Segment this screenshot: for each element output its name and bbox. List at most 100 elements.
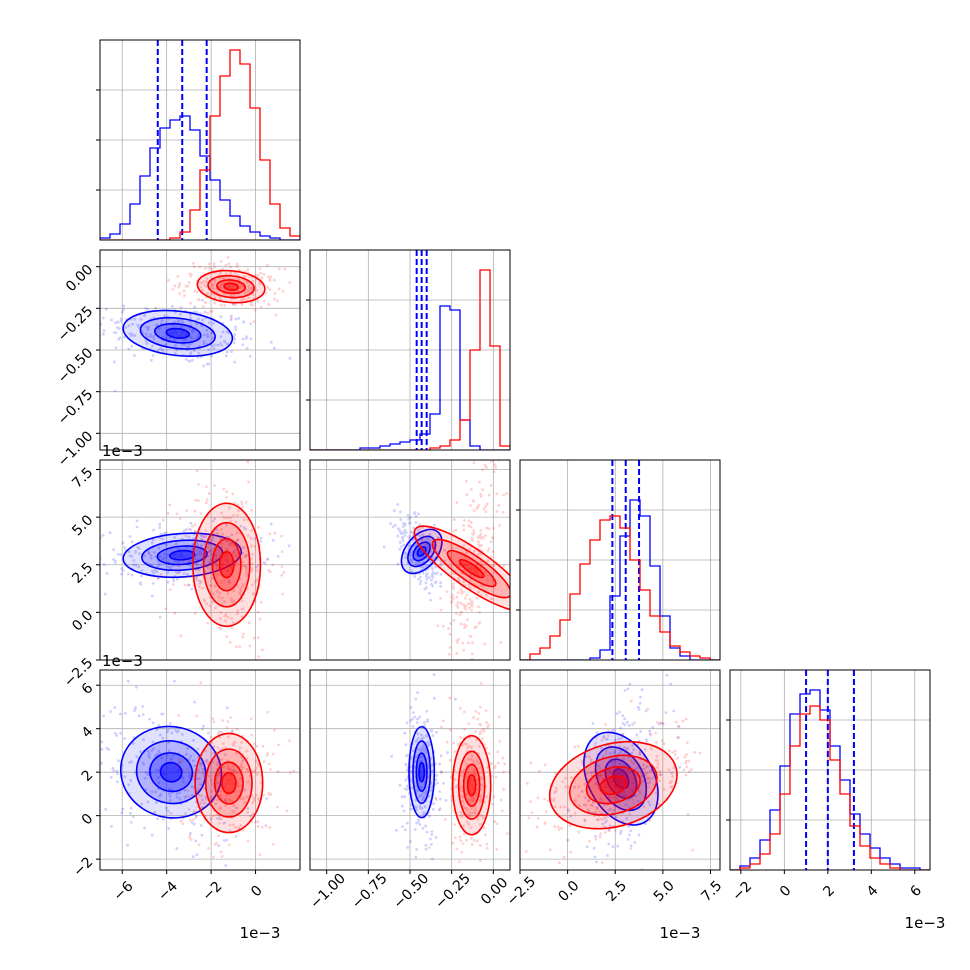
x-tick-label: 5.0 <box>651 878 678 905</box>
contour-line <box>159 761 183 783</box>
y-tick-label: −2 <box>70 854 96 880</box>
panel-frame <box>99 459 301 661</box>
histogram-series-0 <box>520 499 720 660</box>
diag-panel-1 <box>310 250 510 450</box>
contour-line <box>418 761 426 783</box>
density-fill <box>586 766 641 804</box>
contour-line <box>408 725 436 819</box>
y-multiplier-label: 1e−3 <box>102 652 143 670</box>
contour-line <box>149 752 194 793</box>
y-tick-label: 2 <box>79 767 97 785</box>
contour-line <box>122 532 243 579</box>
x-tick-label: −0.50 <box>391 871 433 913</box>
x-tick-label: −0.25 <box>432 871 474 913</box>
x-tick-label: 0.0 <box>556 878 583 905</box>
x-tick-label: −4 <box>155 878 181 904</box>
y-tick-label: −1.00 <box>55 428 97 470</box>
histogram-series-0 <box>310 305 510 450</box>
density-fill <box>166 328 190 339</box>
contour-line <box>141 539 224 572</box>
contour-line <box>415 752 428 793</box>
density-fill <box>195 733 263 833</box>
x-multiplier-label: 1e−3 <box>240 924 281 942</box>
contour-line <box>223 282 240 291</box>
density-fill <box>136 740 206 804</box>
x-tick-label: −2 <box>729 878 755 904</box>
x-tick-label: 7.5 <box>698 878 725 905</box>
histogram-series-1 <box>730 705 930 870</box>
contour-line <box>216 279 247 295</box>
x-tick-label: 4 <box>864 883 882 901</box>
contour-line <box>451 734 492 836</box>
y-tick-label: 6 <box>79 680 97 698</box>
density-fill <box>141 540 223 571</box>
density-fill <box>419 762 425 782</box>
contour-line <box>446 549 497 588</box>
histogram-series-1 <box>310 269 510 450</box>
density-fill <box>149 752 193 792</box>
density-fill <box>157 545 208 565</box>
contour-line <box>466 773 477 797</box>
x-tick-label: 6 <box>907 883 925 901</box>
histogram-series-0 <box>730 689 930 870</box>
density-fill <box>467 774 476 796</box>
density-fill <box>219 551 234 578</box>
contour-line <box>594 746 648 812</box>
density-fill <box>549 741 678 829</box>
contour-line <box>196 269 266 304</box>
contour-line <box>457 750 486 820</box>
density-fill <box>160 762 182 782</box>
contour-line <box>548 740 678 830</box>
contour-line <box>169 549 196 561</box>
contour-line <box>220 771 237 795</box>
pair-panel-2-0 <box>100 460 300 660</box>
contour-line <box>194 732 264 834</box>
density-fill <box>216 279 246 294</box>
contour-line <box>135 740 207 805</box>
scatter-series-1 <box>427 681 509 864</box>
density-fill <box>613 768 629 789</box>
histogram-series-0 <box>100 115 300 240</box>
scatter-series-0 <box>100 679 269 867</box>
density-fill <box>192 503 261 627</box>
pair-panel-3-1 <box>310 670 510 870</box>
panel-frame <box>309 459 511 661</box>
density-fill <box>221 772 236 794</box>
x-multiplier-label: 1e−3 <box>905 914 946 932</box>
contour-line <box>416 545 427 557</box>
density-fill <box>599 776 627 795</box>
contour-line <box>413 525 510 612</box>
density-fill <box>459 559 484 578</box>
density-fill <box>205 749 252 817</box>
density-fill <box>169 550 195 560</box>
contour-line <box>207 274 255 299</box>
density-fill <box>463 764 480 807</box>
contour-line <box>218 551 235 579</box>
scatter-series-1 <box>436 460 509 660</box>
y-tick-label: 7.5 <box>69 465 96 492</box>
density-fill <box>224 283 239 291</box>
y-tick-label: 4 <box>79 724 97 742</box>
diag-panel-3 <box>730 670 930 870</box>
y-tick-label: 5.0 <box>69 512 96 539</box>
x-multiplier-label: 1e−3 <box>660 924 701 942</box>
density-fill <box>123 310 233 357</box>
contour-line <box>458 558 485 579</box>
contour-line <box>604 758 638 799</box>
y-tick-label: −2.5 <box>61 655 96 690</box>
y-tick-label: 0 <box>79 811 97 829</box>
contour-line <box>202 521 251 608</box>
density-fill <box>413 741 431 804</box>
diag-panel-2 <box>520 460 720 660</box>
panel-frame <box>519 669 721 871</box>
contour-line <box>585 766 641 805</box>
contour-line <box>599 775 628 796</box>
y-tick-label: 0.0 <box>69 607 96 634</box>
pair-panel-3-2 <box>520 670 720 870</box>
contour-line <box>204 748 253 818</box>
panel-frame <box>99 669 301 871</box>
x-tick-label: −2.5 <box>504 874 539 909</box>
contour-line <box>412 740 432 805</box>
x-tick-label: 0 <box>777 883 795 901</box>
density-fill <box>401 529 442 574</box>
